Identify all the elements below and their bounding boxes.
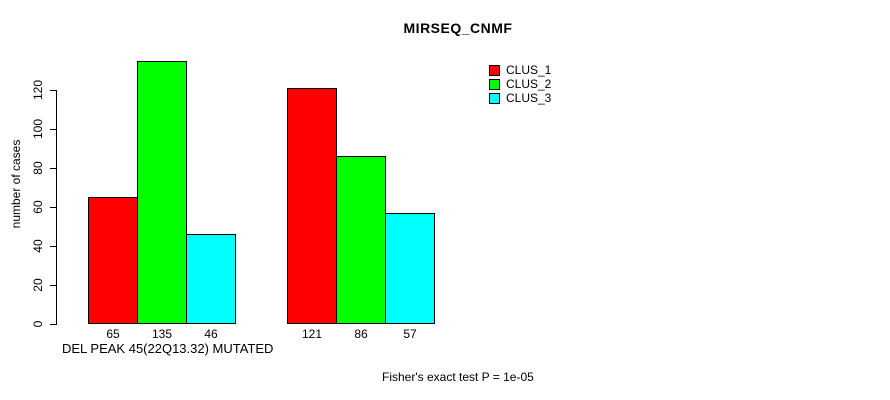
legend-label: CLUS_2 xyxy=(506,77,552,91)
bar-clus_1-group1 xyxy=(88,197,138,324)
y-axis-tick xyxy=(50,90,56,91)
y-tick-label: 40 xyxy=(31,239,45,253)
bar-clus_3-group1 xyxy=(186,234,236,324)
legend-color-swatch xyxy=(489,93,500,104)
bar-clus_1-group2 xyxy=(287,88,337,324)
y-tick-label: 0 xyxy=(31,320,45,328)
legend-label: CLUS_1 xyxy=(506,63,552,77)
legend-label: CLUS_3 xyxy=(506,91,552,105)
legend-color-swatch xyxy=(489,65,500,76)
bar-clus_3-group2 xyxy=(385,213,435,324)
y-axis-tick xyxy=(50,207,56,208)
y-axis-tick xyxy=(50,285,56,286)
y-axis-tick xyxy=(50,129,56,130)
y-axis-tick xyxy=(50,168,56,169)
bar-value-label: 135 xyxy=(151,327,173,341)
chart-title: MIRSEQ_CNMF xyxy=(403,20,513,36)
y-tick-label: 80 xyxy=(31,161,45,175)
bar-value-label: 57 xyxy=(403,327,417,341)
bar-value-label: 86 xyxy=(354,327,368,341)
y-tick-label: 60 xyxy=(31,200,45,214)
bar-value-label: 46 xyxy=(204,327,218,341)
x-axis-label: DEL PEAK 45(22Q13.32) MUTATED xyxy=(62,341,274,356)
fisher-test-annotation: Fisher's exact test P = 1e-05 xyxy=(382,370,534,384)
y-tick-label: 120 xyxy=(31,79,45,101)
y-axis-tick xyxy=(50,324,56,325)
legend-color-swatch xyxy=(489,79,500,90)
bar-clus_2-group1 xyxy=(137,61,187,324)
y-tick-label: 100 xyxy=(31,118,45,140)
bar-value-label: 121 xyxy=(301,327,323,341)
bar-value-label: 65 xyxy=(106,327,120,341)
y-axis-line xyxy=(56,90,57,325)
y-tick-label: 20 xyxy=(31,278,45,292)
y-axis-tick xyxy=(50,246,56,247)
bar-clus_2-group2 xyxy=(336,156,386,324)
